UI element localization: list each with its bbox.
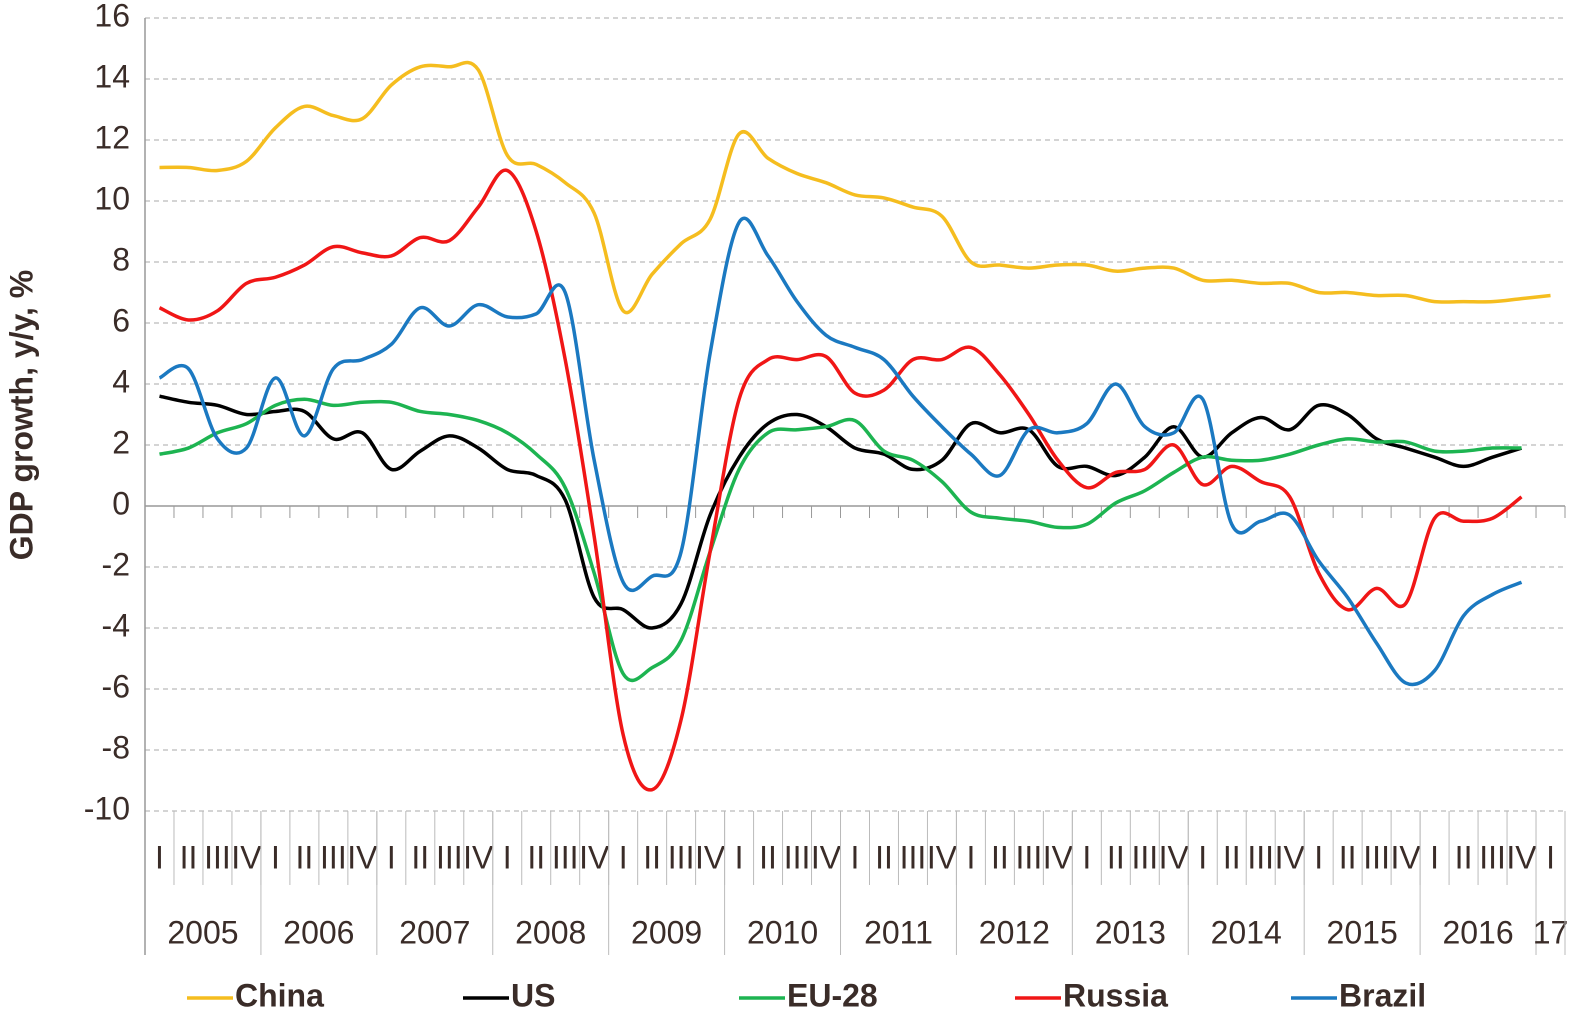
x-tick-label: III [1363,839,1390,875]
x-tick-label: III [668,839,695,875]
series-line [158,216,1523,687]
year-label: 2014 [1211,914,1282,950]
x-tick-label: I [503,839,512,875]
y-tick-label: 16 [94,0,130,33]
x-tick-label: II [875,839,893,875]
year-label: 2010 [747,914,818,950]
series-line [159,394,1523,630]
x-tick-label: III [1016,839,1043,875]
x-tick-label: II [991,839,1009,875]
x-tick-label: IV [231,839,262,875]
y-tick-label: -4 [102,607,130,643]
x-tick-label: IV [463,839,494,875]
y-tick-label: -2 [102,546,130,582]
legend-label: EU-28 [787,977,878,1013]
year-label: 2013 [1095,914,1166,950]
y-tick-label: 10 [94,180,130,216]
x-tick-label: II [1223,839,1241,875]
x-tick-label: IV [811,839,842,875]
x-tick-label: IV [579,839,610,875]
y-axis-label: GDP growth, y/y, % [3,270,39,560]
x-tick-label: III [1479,839,1506,875]
year-label: 2008 [515,914,586,950]
year-label: 2012 [979,914,1050,950]
year-label: 2005 [167,914,238,950]
x-tick-label: IV [1506,839,1537,875]
x-tick-label: II [759,839,777,875]
x-tick-label: II [1107,839,1125,875]
x-tick-label: I [155,839,164,875]
y-tick-label: 6 [112,302,130,338]
year-label: 2015 [1327,914,1398,950]
series-line [159,60,1551,315]
x-tick-label: III [320,839,347,875]
x-tick-label: IV [1275,839,1306,875]
legend-label: China [235,977,324,1013]
year-label: 2011 [864,914,933,950]
y-tick-label: -10 [84,790,130,826]
x-tick-label: I [966,839,975,875]
y-tick-label: 8 [112,241,130,277]
x-tick-label: III [1247,839,1274,875]
x-tick-label: II [295,839,313,875]
x-tick-label: II [180,839,198,875]
x-tick-label: III [784,839,811,875]
x-tick-label: IV [1043,839,1074,875]
y-tick-label: 4 [112,363,130,399]
x-tick-label: I [1198,839,1207,875]
x-tick-label: I [1082,839,1091,875]
x-tick-label: I [1430,839,1439,875]
year-label: 2006 [283,914,354,950]
x-tick-label: I [1314,839,1323,875]
x-tick-label: III [552,839,579,875]
y-tick-label: 2 [112,424,130,460]
y-tick-label: 12 [94,119,130,155]
x-tick-label: IV [1159,839,1190,875]
x-tick-label: III [436,839,463,875]
x-tick-label: III [900,839,927,875]
series-line [159,397,1522,682]
series-line [158,168,1523,792]
year-label: 2009 [631,914,702,950]
x-tick-label: II [1339,839,1357,875]
x-tick-label: II [411,839,429,875]
x-tick-label: III [1131,839,1158,875]
x-tick-label: IV [1390,839,1421,875]
x-tick-label: II [527,839,545,875]
year-label: 2016 [1442,914,1513,950]
y-tick-label: 0 [112,485,130,521]
x-tick-label: II [643,839,661,875]
x-tick-label: III [204,839,231,875]
legend-label: Russia [1063,977,1168,1013]
x-tick-label: II [1455,839,1473,875]
x-tick-label: I [735,839,744,875]
x-tick-label: I [619,839,628,875]
year-label: 17 [1533,914,1569,950]
legend-label: US [511,977,555,1013]
y-tick-label: 14 [94,58,130,94]
x-tick-label: I [1546,839,1555,875]
x-tick-label: IV [927,839,958,875]
x-tick-label: IV [347,839,378,875]
year-label: 2007 [399,914,470,950]
legend-label: Brazil [1339,977,1426,1013]
x-tick-label: I [271,839,280,875]
y-tick-label: -6 [102,668,130,704]
y-tick-label: -8 [102,729,130,765]
x-tick-label: I [851,839,860,875]
x-tick-label: I [387,839,396,875]
x-tick-label: IV [695,839,726,875]
